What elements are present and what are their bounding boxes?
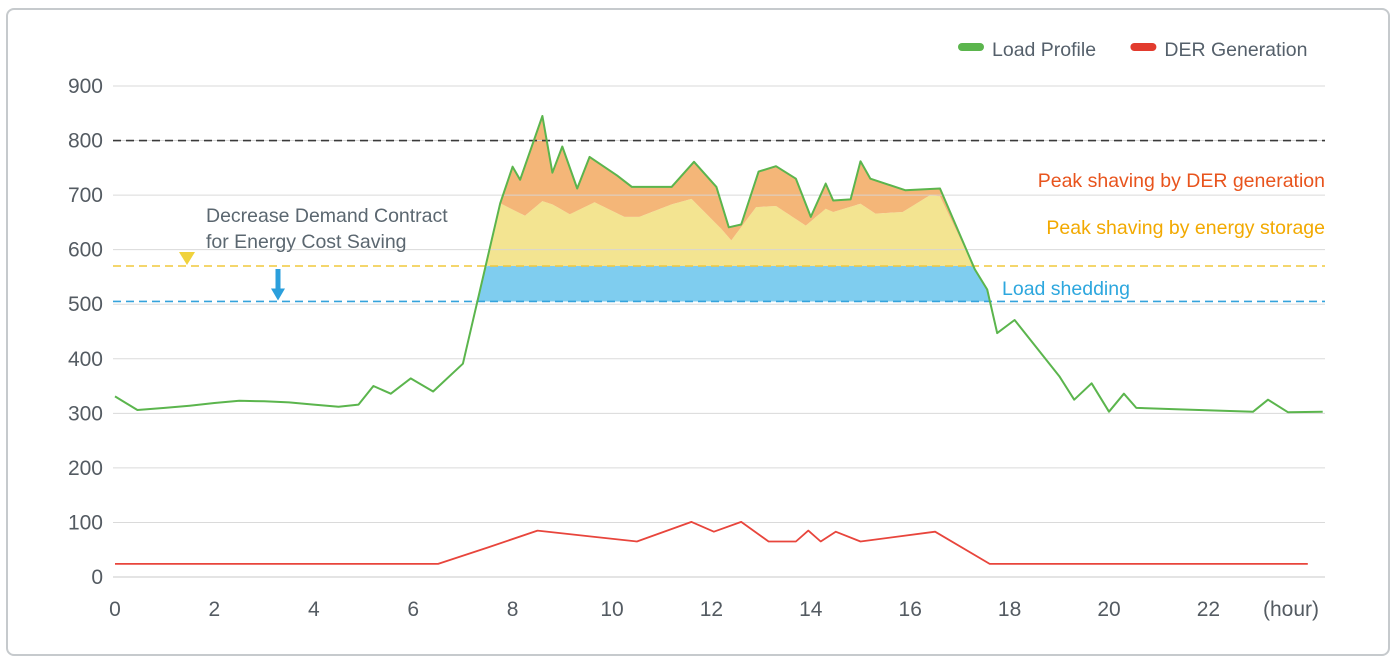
load-shedding-arrowhead: [271, 288, 285, 301]
peak-shaving-der-area: [500, 116, 975, 270]
y-tick-label: 200: [68, 457, 103, 480]
peak-shaving-storage-label: Peak shaving by energy storage: [1046, 217, 1325, 239]
y-tick-label: 100: [68, 511, 103, 534]
load-profile-line: [114, 115, 1323, 414]
x-tick-label: 14: [799, 598, 823, 621]
x-tick-label: 10: [600, 598, 623, 621]
x-tick-label: 22: [1197, 598, 1220, 621]
decrease-demand-text-line2: for Energy Cost Saving: [206, 231, 407, 253]
peak-shaving-storage-area: [457, 195, 1005, 266]
x-tick-label: 16: [899, 598, 922, 621]
x-tick-label: 12: [700, 598, 723, 621]
y-tick-label: 400: [68, 348, 103, 371]
legend-label-0: Load Profile: [992, 39, 1096, 61]
y-tick-label: 600: [68, 239, 103, 262]
y-tick-label: 700: [68, 184, 103, 207]
y-tick-label: 300: [68, 402, 103, 425]
legend-swatch-1: [1130, 43, 1157, 51]
legend-swatch-0: [958, 43, 984, 51]
x-tick-label: 6: [407, 598, 419, 621]
x-tick-label: 8: [507, 598, 519, 621]
y-tick-label: 800: [68, 130, 103, 153]
legend: Load Profile DER Generation: [958, 39, 1307, 61]
y-tick-label: 500: [68, 293, 103, 316]
y-tick-label: 0: [91, 566, 103, 589]
der-generation-line: [115, 521, 1308, 565]
peak-shaving-der-label: Peak shaving by DER generation: [1038, 170, 1325, 192]
chart-frame: [6, 8, 1390, 656]
x-tick-label: 18: [998, 598, 1021, 621]
load-shedding-label: Load shedding: [1002, 278, 1130, 300]
x-axis-unit-label: (hour): [1263, 598, 1319, 621]
x-tick-label: 20: [1097, 598, 1120, 621]
legend-label-1: DER Generation: [1164, 39, 1307, 61]
x-tick-label: 0: [109, 598, 121, 621]
load-shedding-area: [457, 266, 1005, 302]
demand-decrease-arrowhead: [179, 252, 195, 266]
y-tick-label: 900: [68, 75, 103, 98]
x-tick-label: 2: [209, 598, 221, 621]
decrease-demand-text-line1: Decrease Demand Contract: [206, 205, 448, 227]
x-tick-label: 4: [308, 598, 320, 621]
